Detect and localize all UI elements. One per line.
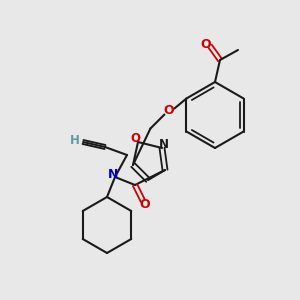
Text: O: O bbox=[163, 104, 174, 117]
Text: N: N bbox=[159, 139, 169, 152]
Text: H: H bbox=[70, 134, 80, 146]
Text: O: O bbox=[201, 38, 211, 52]
Text: O: O bbox=[130, 133, 140, 146]
Text: O: O bbox=[140, 197, 150, 211]
Text: N: N bbox=[108, 169, 118, 182]
